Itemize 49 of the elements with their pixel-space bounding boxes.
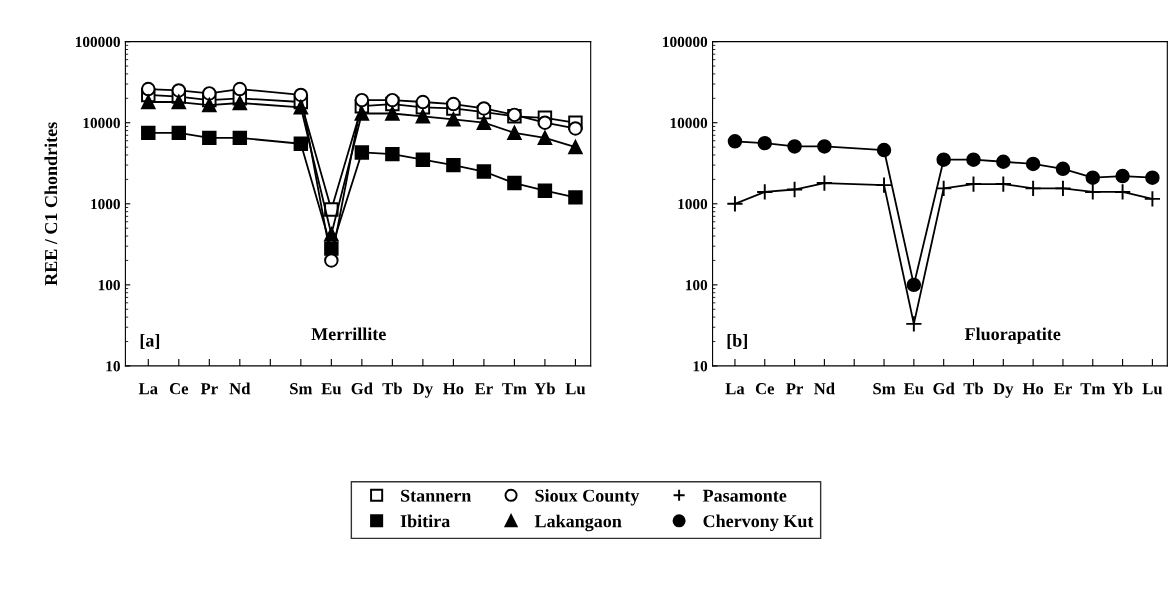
x-tick-label: Gd <box>351 382 373 395</box>
x-tick-label: Nd <box>229 382 251 395</box>
y-tick-label: 10 <box>693 361 708 372</box>
x-tick-label: Ho <box>1022 383 1044 395</box>
x-tick-label: La <box>725 383 745 395</box>
x-tick-label: Gd <box>933 382 955 395</box>
y-tick-label: 1000 <box>678 198 708 210</box>
legend-label: Sioux County <box>535 489 640 506</box>
x-tick-label: Yb <box>534 382 555 395</box>
y-axis-title: REE / C1 Chondrites <box>44 122 58 286</box>
x-tick-label: Nd <box>814 382 835 395</box>
annotation: [a] <box>140 333 160 349</box>
x-tick-label: Tb <box>382 382 402 395</box>
y-tick-label: 10000 <box>670 117 708 129</box>
x-tick-label: Yb <box>1112 382 1133 395</box>
x-tick-label: Ce <box>169 383 189 395</box>
x-tick-label: Eu <box>903 383 924 395</box>
y-tick-label: 10 <box>106 361 120 372</box>
x-tick-label: Tb <box>963 382 984 395</box>
y-tick-label: 100000 <box>75 36 120 48</box>
x-tick-label: Lu <box>565 383 586 395</box>
x-tick-label: Dy <box>412 383 433 398</box>
legend-label: Ibitira <box>400 514 450 528</box>
x-tick-label: Sm <box>290 383 313 395</box>
x-tick-label: Dy <box>993 383 1014 398</box>
x-tick-label: Pr <box>786 383 804 395</box>
x-tick-label: Ho <box>443 383 464 395</box>
x-tick-label: Tm <box>502 383 527 395</box>
legend-label: Pasamonte <box>702 489 787 502</box>
x-tick-label: Tm <box>1080 383 1105 395</box>
x-tick-label: Er <box>1053 383 1072 395</box>
annotation: [b] <box>727 333 747 349</box>
y-tick-label: 100 <box>98 280 120 291</box>
x-tick-label: Eu <box>321 383 342 395</box>
annotation: Merrillite <box>311 327 386 341</box>
x-tick-label: Lu <box>1142 383 1163 395</box>
y-tick-label: 10000 <box>83 117 120 129</box>
x-tick-label: Er <box>474 383 493 395</box>
x-tick-label: Sm <box>873 383 896 395</box>
legend-label: Stannern <box>401 489 472 502</box>
legend-label: Lakangaon <box>534 514 622 532</box>
y-tick-label: 1000 <box>91 198 120 210</box>
y-tick-label: 100 <box>686 280 708 291</box>
x-tick-label: Ce <box>755 383 775 395</box>
legend-label: Chervony Kut <box>703 514 814 532</box>
y-tick-label: 100000 <box>663 36 708 48</box>
x-tick-label: La <box>138 383 158 395</box>
annotation: Fluorapatite <box>964 327 1061 344</box>
x-tick-label: Pr <box>200 383 218 395</box>
